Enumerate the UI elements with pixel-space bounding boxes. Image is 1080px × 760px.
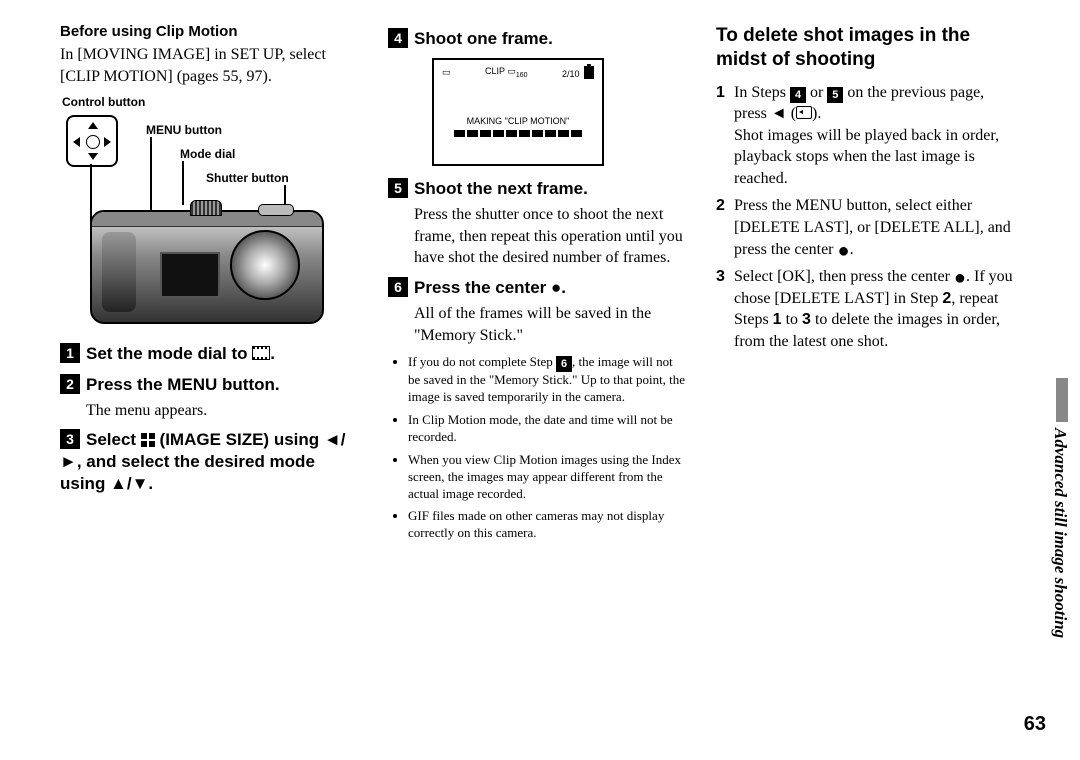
battery-icon (584, 66, 594, 79)
notes-list: If you do not complete Step 6, the image… (388, 354, 688, 542)
step-3: 3Select (IMAGE SIZE) using ◄/►, and sele… (60, 429, 360, 495)
lcd-filmstrip (454, 130, 582, 137)
page-number: 63 (1024, 713, 1046, 736)
side-section-label: Advanced still image shooting (1050, 428, 1070, 638)
delete-step-1: 1 In Steps 4 or 5 on the previous page, … (716, 82, 1016, 190)
step-5: 5Shoot the next frame. (388, 178, 688, 200)
label-shutter: Shutter button (206, 171, 289, 185)
step-4: 4Shoot one frame. (388, 28, 688, 50)
step-1: 1Set the mode dial to . (60, 343, 360, 365)
step-num-2: 2 (60, 374, 80, 394)
step-num-1: 1 (60, 343, 80, 363)
lcd-preview: ▭ CLIP ▭160 2/10 MAKING "CLIP MOTION" (432, 58, 604, 166)
dpad-icon (66, 115, 118, 167)
label-menu: MENU button (146, 123, 222, 137)
step-num-5: 5 (388, 178, 408, 198)
note-item: In Clip Motion mode, the date and time w… (408, 412, 688, 446)
delete-title: To delete shot images in the midst of sh… (716, 24, 1016, 72)
note-item: When you view Clip Motion images using t… (408, 452, 688, 503)
step-2: 2Press the MENU button. (60, 374, 360, 396)
step6-desc: All of the frames will be saved in the "… (414, 303, 688, 346)
imagesize-icon (141, 433, 155, 447)
film-icon (252, 346, 270, 360)
side-tab (1056, 378, 1068, 422)
camera-body (90, 210, 324, 324)
note-item: If you do not complete Step 6, the image… (408, 354, 688, 406)
step2-desc: The menu appears. (86, 400, 360, 422)
before-heading: Before using Clip Motion (60, 22, 360, 42)
step-num-3: 3 (60, 429, 80, 449)
delete-step-2: 2 Press the MENU button, select either [… (716, 195, 1016, 260)
column-2: 4Shoot one frame. ▭ CLIP ▭160 2/10 MAKIN… (388, 20, 688, 548)
camera-diagram: Control button MENU button Mode dial Shu… (60, 95, 360, 335)
step-num-6: 6 (388, 277, 408, 297)
delete-step-3: 3 Select [OK], then press the center ●. … (716, 266, 1016, 352)
note-item: GIF files made on other cameras may not … (408, 508, 688, 542)
step5-desc: Press the shutter once to shoot the next… (414, 204, 688, 269)
before-text: In [MOVING IMAGE] in SET UP, select [CLI… (60, 44, 360, 87)
label-mode: Mode dial (180, 147, 235, 161)
step-num-4: 4 (388, 28, 408, 48)
lcd-message: MAKING "CLIP MOTION" (434, 116, 602, 126)
column-1: Before using Clip Motion In [MOVING IMAG… (60, 20, 360, 548)
return-icon (796, 106, 812, 119)
label-control: Control button (62, 95, 145, 109)
step-6: 6Press the center ●. (388, 277, 688, 299)
column-3: To delete shot images in the midst of sh… (716, 20, 1016, 548)
